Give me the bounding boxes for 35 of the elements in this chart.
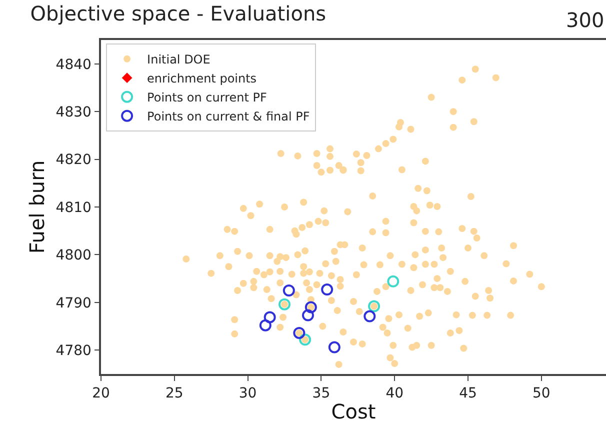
legend-label: Points on current & final PF xyxy=(147,110,310,124)
y-axis-title: Fuel burn xyxy=(24,160,49,254)
y-tick-label: 4820 xyxy=(56,152,92,168)
y-tick-label: 4780 xyxy=(56,343,92,360)
legend-label: enrichment points xyxy=(147,72,257,86)
point xyxy=(364,310,376,322)
point xyxy=(321,284,334,296)
y-tick-label: 4840 xyxy=(56,56,92,73)
point xyxy=(282,284,295,296)
point xyxy=(278,298,290,310)
legend-label: Points on current PF xyxy=(147,90,268,105)
y-tick-label: 4790 xyxy=(56,295,92,312)
x-axis-title: Cost xyxy=(331,400,376,424)
point xyxy=(259,319,272,332)
legend-label: Initial DOE xyxy=(147,52,210,67)
point xyxy=(293,326,306,339)
x-tick-label: 45 xyxy=(459,386,477,402)
x-tick-label: 35 xyxy=(312,386,330,402)
text: 300 xyxy=(566,8,604,32)
y-tick-label: 4800 xyxy=(56,248,92,264)
x-tick-label: 50 xyxy=(532,386,550,402)
point xyxy=(299,334,312,346)
point xyxy=(387,275,400,288)
x-tick-label: 25 xyxy=(165,386,184,402)
point xyxy=(304,301,317,314)
x-tick-label: 40 xyxy=(386,386,404,402)
point xyxy=(368,300,380,312)
point xyxy=(264,311,276,324)
point xyxy=(328,341,340,354)
y-tick-label: 4810 xyxy=(56,200,92,216)
chart-title: Objective space - Evaluations xyxy=(30,1,326,26)
point xyxy=(302,309,314,322)
x-tick-label: 20 xyxy=(92,386,110,402)
y-tick-label: 4830 xyxy=(56,104,92,120)
x-tick-label: 30 xyxy=(238,386,257,402)
